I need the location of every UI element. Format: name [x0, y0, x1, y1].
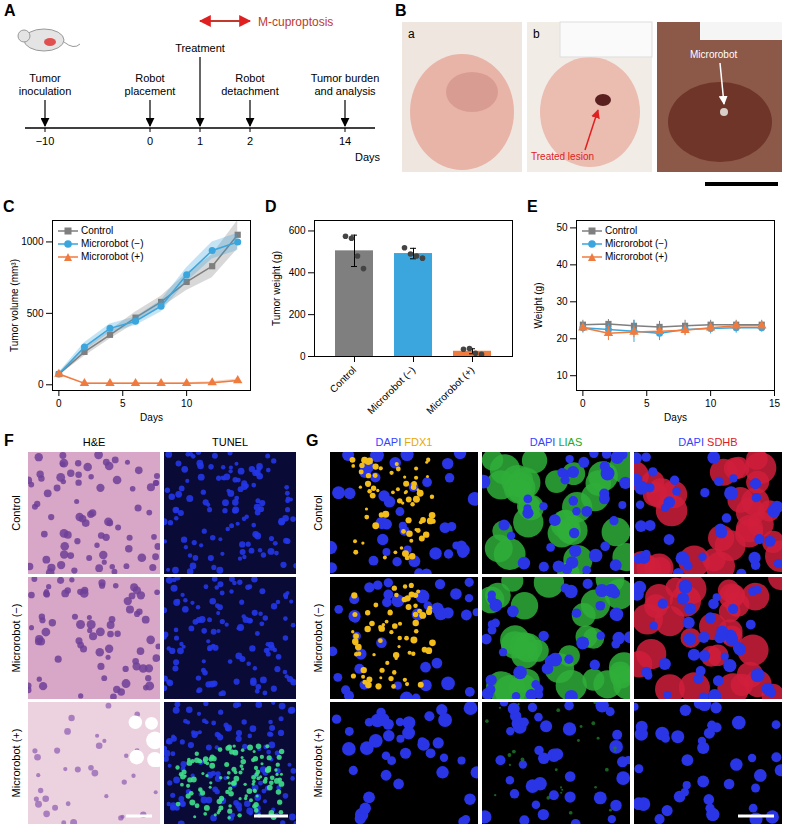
svg-text:−10: −10	[36, 135, 55, 147]
svg-text:1: 1	[197, 135, 203, 147]
html-text:Microrobot (−): Microrobot (−)	[605, 238, 668, 249]
svg-text:15: 15	[769, 398, 781, 409]
svg-text:F: F	[4, 432, 14, 449]
svg-text:Microrobot (−): Microrobot (−)	[312, 604, 324, 673]
svg-text:1000: 1000	[21, 236, 44, 247]
svg-text:20: 20	[556, 333, 568, 344]
svg-text:Treatment: Treatment	[175, 42, 225, 54]
html-text:C: C	[3, 198, 15, 215]
svg-text:Robot: Robot	[235, 72, 264, 84]
svg-text:B: B	[395, 2, 407, 19]
svg-text:Control: Control	[10, 495, 22, 530]
svg-text:A: A	[4, 2, 16, 19]
html-text:Microrobot (+): Microrobot (+)	[605, 251, 668, 262]
svg-text:and analysis: and analysis	[314, 85, 376, 97]
svg-text:600: 600	[289, 225, 306, 236]
svg-text:10: 10	[181, 398, 193, 409]
svg-text:Days: Days	[355, 151, 381, 163]
svg-text:G: G	[306, 432, 318, 449]
svg-text:Days: Days	[140, 412, 163, 423]
svg-text:Microrobot: Microrobot	[690, 49, 737, 60]
svg-text:Control: Control	[328, 364, 359, 395]
svg-text:a: a	[408, 27, 415, 41]
html-text:Microrobot (+): Microrobot (+)	[81, 251, 144, 262]
svg-text:Microrobot (−): Microrobot (−)	[10, 604, 22, 673]
html-text:Microrobot (−): Microrobot (−)	[81, 238, 144, 249]
svg-text:0: 0	[38, 379, 44, 390]
svg-text:Weight (g): Weight (g)	[533, 283, 544, 329]
svg-text:30: 30	[556, 296, 568, 307]
svg-text:Microrobot (+): Microrobot (+)	[312, 729, 324, 798]
svg-text:Microrobot (−): Microrobot (−)	[365, 364, 417, 416]
svg-text:14: 14	[339, 135, 351, 147]
svg-text:200: 200	[289, 309, 306, 320]
svg-text:inoculation: inoculation	[19, 85, 72, 97]
svg-text:Tumor weight (g): Tumor weight (g)	[271, 251, 282, 326]
svg-text:detachment: detachment	[221, 85, 278, 97]
svg-text:Tumor burden: Tumor burden	[311, 72, 380, 84]
svg-text:0: 0	[56, 398, 62, 409]
svg-text:Microrobot (+): Microrobot (+)	[10, 729, 22, 798]
svg-text:0: 0	[147, 135, 153, 147]
svg-text:DAPI LIAS: DAPI LIAS	[530, 436, 583, 448]
svg-text:5: 5	[120, 398, 126, 409]
svg-text:0: 0	[580, 398, 586, 409]
svg-text:Robot: Robot	[135, 72, 164, 84]
svg-text:40: 40	[556, 259, 568, 270]
svg-text:10: 10	[705, 398, 717, 409]
html-text:Control: Control	[605, 225, 638, 236]
svg-text:Tumor: Tumor	[29, 72, 61, 84]
svg-text:TUNEL: TUNEL	[212, 436, 248, 448]
svg-text:Days: Days	[664, 412, 687, 423]
svg-text:H&E: H&E	[83, 436, 106, 448]
svg-text:M-cuproptosis: M-cuproptosis	[258, 15, 333, 29]
svg-text:5: 5	[644, 398, 650, 409]
html-text:E: E	[527, 198, 538, 215]
svg-text:Treated lesion: Treated lesion	[531, 151, 594, 162]
svg-text:DAPI SDHB: DAPI SDHB	[678, 436, 737, 448]
svg-text:Tumor volume (mm³): Tumor volume (mm³)	[9, 259, 20, 352]
html-text:D: D	[265, 198, 277, 215]
svg-text:Microrobot (+): Microrobot (+)	[424, 364, 476, 416]
svg-text:400: 400	[289, 267, 306, 278]
html-text:Control: Control	[81, 225, 114, 236]
svg-text:DAPI FDX1: DAPI FDX1	[376, 436, 433, 448]
svg-text:placement: placement	[125, 85, 176, 97]
svg-text:0: 0	[300, 351, 306, 362]
svg-text:2: 2	[247, 135, 253, 147]
svg-text:10: 10	[556, 370, 568, 381]
svg-text:500: 500	[27, 308, 44, 319]
svg-text:b: b	[533, 27, 540, 41]
svg-text:Control: Control	[312, 495, 324, 530]
svg-text:50: 50	[556, 222, 568, 233]
